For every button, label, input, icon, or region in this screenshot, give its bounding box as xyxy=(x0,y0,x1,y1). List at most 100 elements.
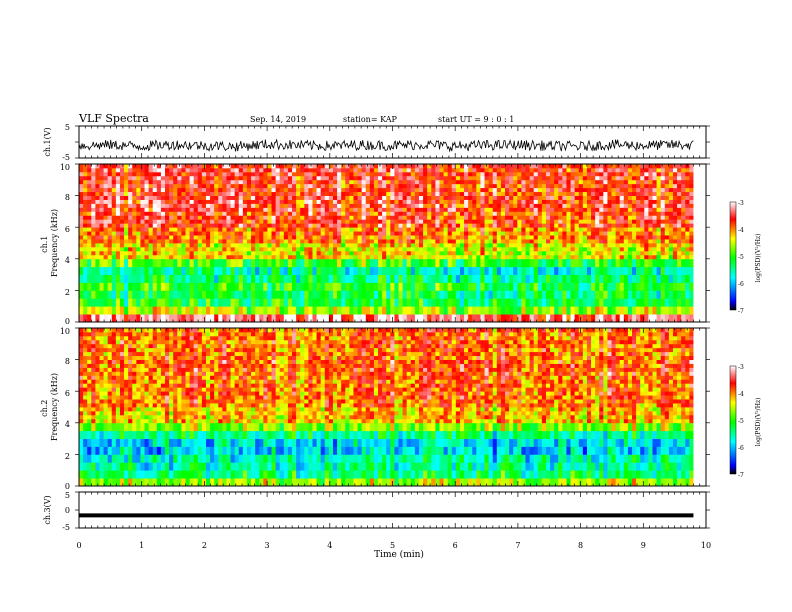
spectrogram-cell xyxy=(529,254,535,260)
spectrogram-cell xyxy=(218,314,223,323)
spectrogram-cell xyxy=(586,183,592,189)
spectrogram-cell xyxy=(550,164,555,169)
spectrogram-cell xyxy=(378,199,383,204)
spectrogram-cell xyxy=(554,231,559,236)
spectrogram-cell xyxy=(599,274,604,283)
spectrogram-cell xyxy=(316,306,322,315)
spectrogram-cell xyxy=(312,179,317,185)
spectrogram-cell xyxy=(345,223,350,228)
spectrogram-cell xyxy=(128,171,133,177)
spectrogram-cell xyxy=(197,231,203,236)
spectrogram-cell xyxy=(316,203,322,208)
spectrogram-cell xyxy=(455,227,461,232)
spectrogram-cell xyxy=(169,243,174,248)
spectrogram-cell xyxy=(201,254,207,260)
spectrogram-cell xyxy=(83,211,88,216)
spectrogram-cell xyxy=(124,306,129,315)
spectrogram-cell xyxy=(156,314,162,323)
spectrogram-cell xyxy=(292,167,297,173)
spectrogram-cell xyxy=(640,175,645,181)
spectrogram-cell xyxy=(459,223,465,228)
spectrogram-cell xyxy=(607,195,612,200)
spectrogram-cell xyxy=(79,199,84,204)
spectrogram-cell xyxy=(550,179,555,185)
spectrogram-cell xyxy=(586,250,592,256)
spectrogram-cell xyxy=(124,250,129,256)
spectrogram-cell xyxy=(205,250,211,256)
spectrogram-cell xyxy=(316,175,322,181)
spectrogram-cell xyxy=(324,167,330,173)
spectrogram-cell xyxy=(586,164,592,169)
spectrogram-cell xyxy=(599,306,604,315)
spectrogram-cell xyxy=(513,164,518,169)
spectrogram-cell xyxy=(664,207,670,212)
spectrogram-cell xyxy=(365,175,371,181)
spectrogram-cell xyxy=(459,266,465,275)
spectrogram-cell xyxy=(124,231,129,236)
spectrogram-cell xyxy=(517,211,522,216)
spectrogram-cell xyxy=(128,207,133,212)
spectrogram-cell xyxy=(214,203,219,208)
spectrogram-cell xyxy=(238,235,244,240)
spectrogram-cell xyxy=(341,175,346,181)
spectrogram-cell xyxy=(632,231,637,236)
spectrogram-cell xyxy=(169,231,174,236)
spectrogram-cell xyxy=(107,314,113,323)
spectrogram-cell xyxy=(402,254,408,260)
spectrogram-cell xyxy=(103,191,109,196)
spectrogram-cell xyxy=(263,243,268,248)
spectrogram-cell xyxy=(578,179,584,185)
spectrogram-cell xyxy=(189,254,195,260)
spectrogram-cell xyxy=(115,175,121,181)
spectrogram-cell xyxy=(271,239,277,244)
spectrogram-cell xyxy=(521,195,526,200)
spectrogram-cell xyxy=(681,219,686,224)
spectrogram-cell xyxy=(275,219,281,224)
spectrogram-cell xyxy=(562,258,567,268)
spectrogram-cell xyxy=(124,227,129,232)
spectrogram-cell xyxy=(484,246,490,252)
spectrogram-cell xyxy=(599,191,604,196)
spectrogram-cell xyxy=(189,203,195,208)
spectrogram-cell xyxy=(443,246,449,252)
spectrogram-cell xyxy=(578,223,584,228)
spectrogram-cell xyxy=(550,167,555,173)
spectrogram-cell xyxy=(382,211,387,216)
spectrogram-cell xyxy=(455,258,461,268)
spectrogram-cell xyxy=(636,191,641,196)
spectrogram-cell xyxy=(173,195,178,200)
spectrogram-cell xyxy=(545,179,551,185)
spectrogram-cell xyxy=(586,199,592,204)
spectrogram-cell xyxy=(533,298,539,307)
spectrogram-cell xyxy=(443,235,449,240)
spectrogram-cell xyxy=(148,183,154,189)
spectrogram-cell xyxy=(119,211,125,216)
spectrogram-cell xyxy=(513,274,518,283)
spectrogram-cell xyxy=(591,235,596,240)
spectrogram-cell xyxy=(369,187,375,193)
spectrogram-cell xyxy=(578,235,584,240)
spectrogram-cell xyxy=(607,254,612,260)
spectrogram-cell xyxy=(611,274,617,283)
spectrogram-cell xyxy=(513,179,518,185)
spectrogram-cell xyxy=(402,290,408,299)
spectrogram-cell xyxy=(664,239,670,244)
spectrogram-cell xyxy=(361,266,367,275)
spectrogram-cell xyxy=(185,290,191,299)
spectrogram-cell xyxy=(214,314,219,323)
spectrogram-cell xyxy=(660,175,666,181)
spectrogram-cell xyxy=(427,239,432,244)
spectrogram-cell xyxy=(107,203,113,208)
spectrogram-cell xyxy=(476,239,481,244)
spectrogram-cell xyxy=(521,254,526,260)
spectrogram-cell xyxy=(304,282,309,291)
spectrogram-cell xyxy=(218,195,223,200)
spectrogram-cell xyxy=(234,219,240,224)
spectrogram-cell xyxy=(611,219,617,224)
spectrogram-cell xyxy=(599,179,604,185)
spectrogram-cell xyxy=(492,191,498,196)
spectrogram-cell xyxy=(672,254,678,260)
spectrogram-cell xyxy=(332,239,338,244)
spectrogram-cell xyxy=(537,164,543,169)
spectrogram-cell xyxy=(287,239,293,244)
